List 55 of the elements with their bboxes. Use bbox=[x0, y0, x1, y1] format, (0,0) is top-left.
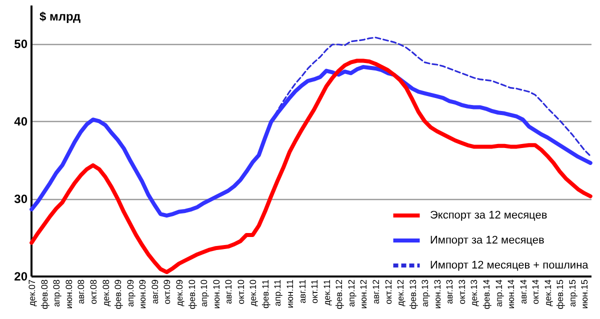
x-tick-label: апр.11 bbox=[272, 280, 283, 306]
x-tick-label: апр.08 bbox=[52, 280, 62, 307]
x-tick-label: дек.07 bbox=[27, 280, 38, 306]
x-tick-label: авг.10 bbox=[224, 280, 234, 304]
x-tick-label: дек.10 bbox=[248, 280, 258, 306]
y-axis-title: $ млрд bbox=[40, 10, 82, 24]
y-tick-label: 40 bbox=[14, 114, 28, 129]
x-tick-label: апр.09 bbox=[125, 280, 136, 307]
y-tick-label: 50 bbox=[14, 37, 28, 52]
x-tick-label: авг.14 bbox=[518, 280, 528, 304]
x-tick-label: июн.14 bbox=[506, 280, 516, 309]
x-tick-label: апр.14 bbox=[494, 280, 504, 307]
x-tick-label: июн.08 bbox=[64, 280, 74, 309]
x-tick-label: фев.08 bbox=[39, 280, 50, 310]
x-tick-label: авг.11 bbox=[297, 280, 308, 304]
legend-label: Импорт 12 месяцев + пошлина bbox=[430, 260, 590, 272]
x-tick-label: авг.13 bbox=[444, 280, 455, 304]
x-tick-label: дек.14 bbox=[542, 280, 553, 306]
x-tick-label: фев.10 bbox=[186, 280, 197, 310]
x-tick-label: июн.09 bbox=[138, 280, 148, 309]
x-tick-label: июн.13 bbox=[432, 280, 442, 309]
x-tick-label: дек.08 bbox=[100, 280, 111, 306]
x-tick-label: апр.13 bbox=[420, 280, 430, 307]
x-tick-label: авг.09 bbox=[150, 280, 160, 304]
x-tick-label: фев.15 bbox=[555, 280, 566, 310]
legend-label: Импорт за 12 месяцев bbox=[430, 234, 544, 246]
line-series bbox=[30, 58, 592, 274]
y-tick-label: 20 bbox=[14, 270, 28, 284]
x-tick-label: апр.12 bbox=[346, 280, 356, 307]
x-tick-label: дек.13 bbox=[469, 280, 480, 306]
x-tick-label: окт.13 bbox=[456, 280, 467, 304]
x-tick-label: фев.12 bbox=[334, 280, 344, 310]
x-tick-label: июн.11 bbox=[285, 280, 296, 308]
y-tick-label: 30 bbox=[14, 192, 28, 206]
x-tick-label: фев.09 bbox=[113, 280, 124, 310]
x-tick-label: окт.14 bbox=[530, 280, 541, 304]
x-tick-label: фев.13 bbox=[408, 280, 418, 310]
x-tick-label: фев.14 bbox=[482, 280, 492, 310]
x-tick-label: июн.15 bbox=[580, 280, 590, 309]
x-tick-label: июн.10 bbox=[211, 280, 222, 309]
x-tick-label: апр.10 bbox=[199, 280, 210, 307]
x-tick-label: окт.11 bbox=[310, 280, 320, 304]
legend-label: Экспорт за 12 месяцев bbox=[430, 210, 548, 222]
x-tick-label: окт.09 bbox=[162, 280, 172, 304]
x-tick-label: авг.08 bbox=[76, 280, 86, 304]
x-tick-label: авг.12 bbox=[370, 280, 381, 304]
x-tick-label: дек.12 bbox=[396, 280, 406, 306]
x-tick-label: фев.11 bbox=[260, 280, 270, 309]
x-tick-label: июн.12 bbox=[358, 280, 369, 309]
x-tick-label: окт.10 bbox=[236, 280, 246, 304]
x-tick-label: окт.08 bbox=[88, 280, 99, 304]
x-tick-label: дек.09 bbox=[174, 280, 184, 306]
x-tick-label: дек.11 bbox=[322, 280, 332, 306]
x-tick-label: апр.15 bbox=[567, 280, 578, 307]
x-tick-label: окт.12 bbox=[383, 280, 394, 304]
